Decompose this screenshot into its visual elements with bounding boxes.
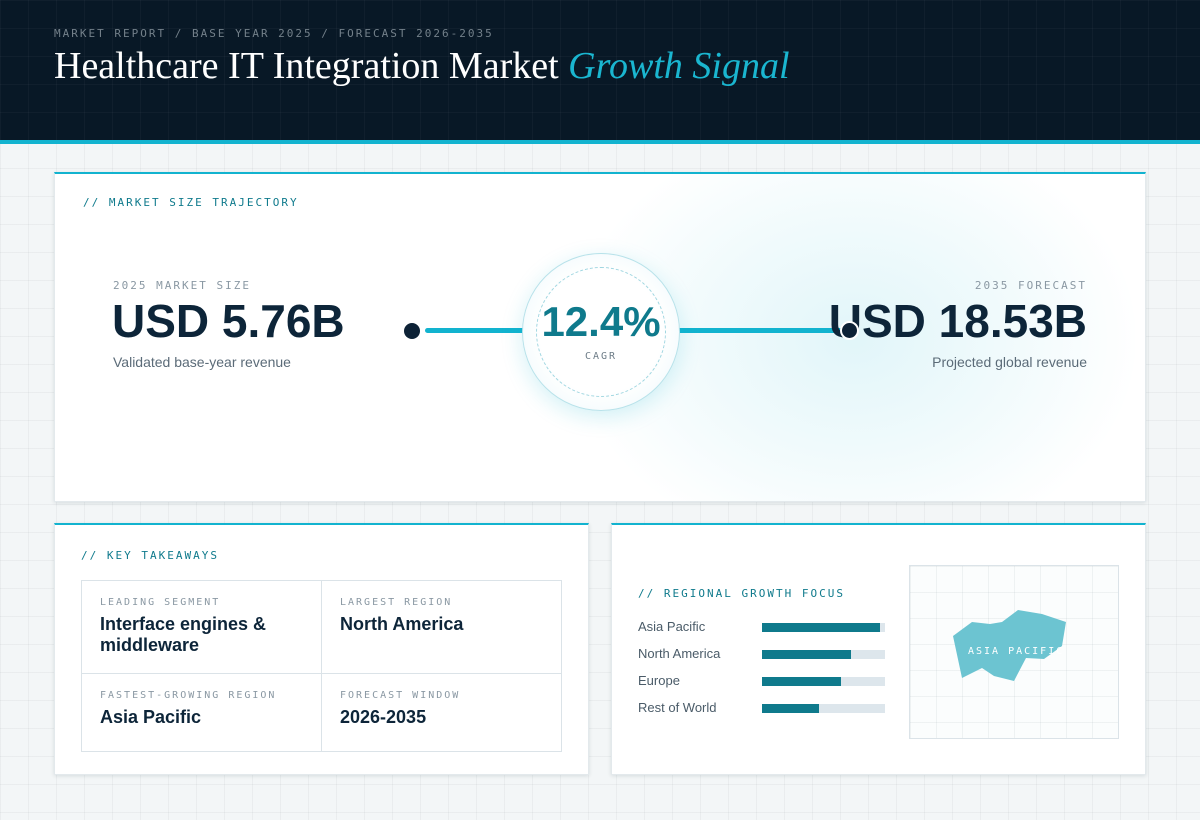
region-bar-track	[762, 650, 885, 659]
region-bar-row: North America	[638, 646, 888, 661]
region-bar-row: Rest of World	[638, 700, 888, 715]
takeaway-value: Asia Pacific	[100, 707, 202, 727]
takeaway-value: North America	[340, 614, 464, 634]
end-stat-value: USD 18.53B	[828, 295, 1087, 347]
map-region-label: ASIA PACIFIC	[968, 646, 1065, 657]
takeaway-key: FASTEST-GROWING REGION	[100, 690, 277, 701]
takeaways-card-label: // KEY TAKEAWAYS	[81, 549, 219, 562]
trajectory-start-dot	[404, 323, 420, 339]
title-main: Healthcare IT Integration Market	[54, 45, 569, 87]
end-stat-subtitle: Projected global revenue	[932, 354, 1087, 370]
takeaways-grid: LEADING SEGMENT Interface engines & midd…	[81, 580, 562, 752]
cagr-dashed-ring	[536, 267, 666, 397]
region-bar-row: Europe	[638, 673, 888, 688]
report-kicker: MARKET REPORT / BASE YEAR 2025 / FORECAS…	[54, 27, 494, 40]
takeaway-cell: LARGEST REGION North America	[322, 581, 561, 674]
regional-card-label: // REGIONAL GROWTH FOCUS	[638, 587, 845, 600]
report-header: MARKET REPORT / BASE YEAR 2025 / FORECAS…	[0, 0, 1200, 144]
cagr-value: 12.4%	[541, 298, 661, 345]
region-bar-track	[762, 704, 885, 713]
market-size-trajectory-card: // MARKET SIZE TRAJECTORY 2025 MARKET SI…	[54, 172, 1146, 502]
asia-pacific-shape-icon	[953, 610, 1066, 681]
trajectory-end-dot	[840, 321, 859, 340]
region-bar-fill	[762, 623, 881, 632]
region-bar-fill	[762, 704, 819, 713]
takeaway-cell: FASTEST-GROWING REGION Asia Pacific	[82, 674, 322, 751]
region-name: Rest of World	[638, 700, 717, 715]
page-title: Healthcare IT Integration Market Growth …	[54, 44, 790, 88]
trajectory-card-label: // MARKET SIZE TRAJECTORY	[83, 196, 299, 209]
start-stat-value: USD 5.76B	[112, 295, 345, 347]
takeaway-value: Interface engines & middleware	[100, 614, 267, 655]
region-name: Europe	[638, 673, 680, 688]
region-name: North America	[638, 646, 721, 661]
start-stat-subtitle: Validated base-year revenue	[113, 354, 291, 370]
region-bar-row: Asia Pacific	[638, 619, 888, 634]
start-stat-label: 2025 MARKET SIZE	[113, 279, 251, 292]
region-bar-track	[762, 677, 885, 686]
region-name: Asia Pacific	[638, 619, 706, 634]
regional-growth-card: // REGIONAL GROWTH FOCUS Asia Pacific No…	[611, 523, 1146, 775]
takeaway-key: LARGEST REGION	[340, 597, 453, 608]
takeaway-cell: LEADING SEGMENT Interface engines & midd…	[82, 581, 322, 674]
cagr-badge: 12.4% CAGR	[522, 253, 680, 411]
region-bar-track	[762, 623, 885, 632]
key-takeaways-card: // KEY TAKEAWAYS LEADING SEGMENT Interfa…	[54, 523, 589, 775]
takeaway-value: 2026-2035	[340, 707, 427, 727]
end-stat-label: 2035 FORECAST	[974, 279, 1087, 292]
takeaway-key: FORECAST WINDOW	[340, 690, 461, 701]
takeaway-key: LEADING SEGMENT	[100, 597, 221, 608]
region-map: ASIA PACIFIC	[909, 565, 1119, 739]
region-bar-fill	[762, 650, 851, 659]
cagr-label: CAGR	[584, 351, 618, 362]
title-accent: Growth Signal	[568, 45, 790, 87]
takeaway-cell: FORECAST WINDOW 2026-2035	[322, 674, 561, 751]
region-bar-fill	[762, 677, 841, 686]
